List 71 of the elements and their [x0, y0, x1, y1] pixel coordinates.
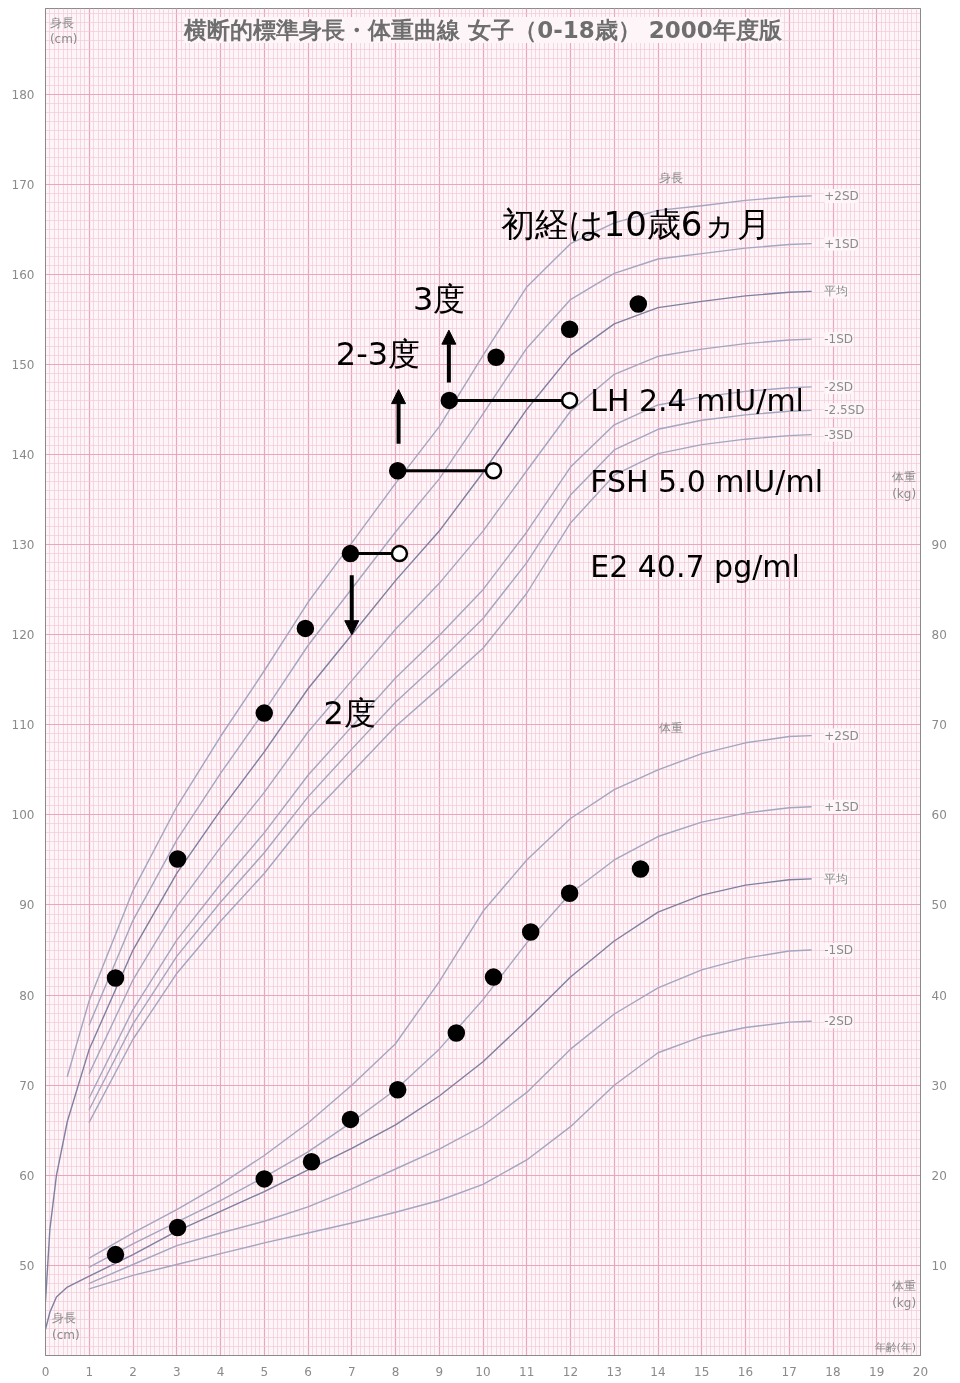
series-label: 平均 — [824, 871, 849, 886]
y2-axis-title: 体重(kg) — [892, 469, 917, 501]
x-tick-label: 17 — [781, 1364, 797, 1379]
x-tick-label: 4 — [216, 1364, 225, 1379]
x-tick-label: 2 — [129, 1364, 137, 1379]
series-label: +1SD — [824, 236, 859, 251]
x-tick-label: 13 — [606, 1364, 622, 1379]
annotation: 初経は10歳6ヵ月 — [500, 203, 772, 244]
y-tick-label: 50 — [19, 1258, 35, 1273]
y2-tick-label: 20 — [931, 1168, 947, 1183]
annotation: 体重(kg) — [892, 1278, 917, 1310]
x-tick-label: 8 — [391, 1364, 400, 1379]
series-label: -1SD — [824, 943, 854, 958]
y2-tick-label: 30 — [931, 1078, 947, 1093]
x-tick-label: 5 — [260, 1364, 269, 1379]
y2-tick-label: 80 — [931, 628, 947, 643]
x-tick-label: 1 — [85, 1364, 94, 1379]
y-tick-label: 130 — [11, 538, 35, 553]
y2-tick-label: 10 — [931, 1258, 947, 1273]
annotation: 身長 — [659, 170, 684, 185]
x-tick-label: 20 — [912, 1364, 929, 1379]
y-axis-title: 身長(cm) — [49, 15, 78, 47]
y-tick-label: 80 — [19, 988, 35, 1003]
x-tick-label: 18 — [825, 1364, 841, 1379]
series-label: -3SD — [824, 427, 854, 442]
x-tick-label: 12 — [562, 1364, 579, 1379]
y-tick-label: 70 — [19, 1078, 35, 1093]
series-label: +1SD — [824, 799, 859, 814]
x-tick-label: 0 — [41, 1364, 50, 1379]
y-tick-label: 60 — [19, 1168, 35, 1183]
x-tick-label: 11 — [519, 1364, 535, 1379]
y-tick-label: 160 — [11, 267, 35, 282]
x-tick-label: 19 — [869, 1364, 885, 1379]
y-tick-label: 180 — [11, 87, 35, 102]
annotation: 3度 — [413, 279, 466, 318]
x-tick-label: 16 — [737, 1364, 754, 1379]
x-tick-label: 9 — [435, 1364, 444, 1379]
x-tick-label: 14 — [650, 1364, 666, 1379]
y2-tick-label: 70 — [931, 718, 947, 733]
x-tick-label: 15 — [694, 1364, 710, 1379]
annotation: 身長(cm) — [52, 1311, 80, 1343]
series-label: -2SD — [824, 1014, 854, 1029]
annotation: 2度 — [323, 694, 376, 733]
y-tick-label: 90 — [19, 898, 35, 913]
x-tick-label: 10 — [475, 1364, 491, 1379]
x-axis-title: 年齢(年) — [874, 1340, 917, 1354]
chart-title: 横断的標準身長・体重曲線 女子（0-18歳） 2000年度版 — [183, 17, 783, 44]
y2-tick-label: 50 — [931, 898, 947, 913]
series-label: +2SD — [824, 188, 859, 203]
x-tick-label: 6 — [304, 1364, 312, 1379]
y-tick-label: 120 — [11, 628, 35, 643]
y2-tick-label: 40 — [931, 988, 947, 1003]
y-tick-label: 100 — [11, 808, 35, 823]
y-tick-label: 150 — [11, 357, 35, 372]
x-tick-label: 3 — [172, 1364, 181, 1379]
series-label: -2SD — [824, 379, 854, 394]
series-label: -1SD — [824, 332, 854, 347]
annotation: 体重 — [659, 721, 684, 736]
y-tick-label: 110 — [11, 718, 35, 733]
annotation: 2-3度 — [335, 334, 421, 373]
y-tick-label: 170 — [11, 177, 35, 192]
y2-tick-label: 60 — [931, 808, 947, 823]
series-label: +2SD — [824, 728, 859, 743]
x-tick-label: 7 — [347, 1364, 356, 1379]
annotation: LH 2.4 mIU/ml — [590, 382, 804, 418]
y-tick-label: 140 — [11, 448, 35, 462]
y2-tick-label: 90 — [931, 538, 947, 553]
series-label: -2.5SD — [824, 403, 865, 418]
annotation: E2 40.7 pg/ml — [590, 548, 800, 584]
series-label: 平均 — [824, 284, 849, 299]
annotation: FSH 5.0 mIU/ml — [590, 464, 823, 500]
